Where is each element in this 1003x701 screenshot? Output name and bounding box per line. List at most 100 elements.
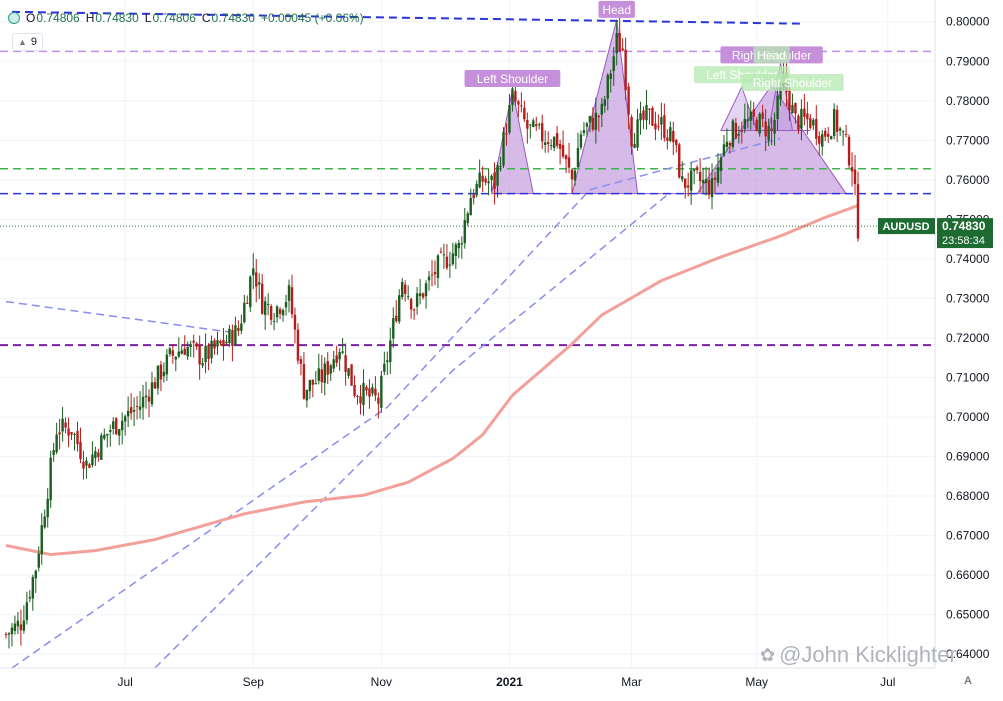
candle-body: [442, 254, 446, 256]
candle-body: [171, 350, 175, 356]
candle-body: [835, 109, 839, 132]
price-tick-label: 0.78000: [946, 94, 990, 108]
candle-body: [216, 340, 219, 347]
candle-body: [800, 109, 803, 129]
trendline-upper-trend: [11, 10, 805, 25]
candle-body: [701, 179, 705, 184]
candle-body: [809, 118, 812, 128]
candle: [672, 121, 675, 156]
candle-body: [731, 120, 735, 148]
candle-body: [94, 451, 97, 459]
interval-toggle[interactable]: ▲ 9: [12, 33, 44, 51]
candle-body: [228, 328, 231, 344]
pattern-label-text: Head: [602, 3, 631, 17]
candle: [692, 168, 696, 185]
candle: [520, 92, 523, 113]
candle: [743, 103, 746, 133]
pattern-label: Head: [598, 0, 635, 18]
candle-body: [803, 108, 806, 117]
candle: [150, 371, 154, 407]
low-label: L: [144, 11, 152, 25]
open-value: 0.74806: [36, 11, 80, 25]
candle: [335, 345, 338, 367]
candle-body: [123, 416, 127, 422]
candle-body: [61, 418, 64, 432]
candle: [350, 364, 353, 386]
candle: [228, 324, 231, 347]
candle: [576, 132, 580, 168]
candle: [651, 106, 654, 127]
candle: [22, 605, 26, 634]
candle-body: [177, 351, 180, 357]
candle-body: [639, 113, 642, 121]
candle: [159, 360, 163, 392]
candle-body: [612, 56, 615, 72]
candle-body: [213, 340, 216, 349]
candle: [451, 242, 455, 266]
candle-body: [326, 361, 329, 375]
candle-body: [728, 143, 732, 146]
candle-body: [636, 119, 639, 148]
candle: [526, 112, 529, 144]
candle: [129, 393, 133, 420]
candle-body: [64, 422, 67, 428]
moving-average-line: [5, 204, 859, 557]
candle-body: [126, 410, 130, 417]
candle-body: [725, 141, 729, 147]
open-label: O: [26, 11, 36, 25]
candle: [13, 615, 17, 635]
candle: [255, 259, 258, 303]
candle: [317, 353, 320, 385]
candle-body: [19, 624, 23, 631]
candle: [266, 293, 270, 316]
candle: [588, 115, 592, 133]
candle: [710, 163, 714, 210]
candle-body: [403, 284, 407, 294]
candle-body: [853, 169, 857, 185]
candle: [380, 370, 383, 413]
candle: [243, 294, 246, 324]
candle: [16, 611, 20, 634]
candle-body: [624, 49, 627, 91]
candle: [356, 394, 359, 405]
candle-body: [305, 389, 309, 401]
candle-body: [46, 498, 49, 518]
candle: [642, 106, 645, 130]
candle: [558, 139, 562, 165]
candle: [773, 112, 776, 146]
candle-body: [493, 172, 496, 190]
candle: [7, 632, 11, 649]
candle: [460, 236, 463, 259]
candle: [213, 338, 216, 355]
candle-body: [573, 170, 577, 181]
grid: [0, 0, 935, 668]
candle: [204, 333, 207, 374]
candle-body: [389, 340, 392, 363]
pattern-label-bg: [598, 0, 635, 18]
candle-body: [141, 396, 145, 408]
candle-body: [621, 48, 624, 51]
candle-body: [287, 285, 291, 301]
auto-scale-button[interactable]: A: [958, 671, 978, 691]
candle-body: [132, 409, 136, 412]
candle-body: [672, 130, 675, 143]
price-tick-label: 0.70000: [946, 410, 990, 424]
trendline-down-trend: [5, 300, 230, 333]
candle-body: [821, 134, 824, 147]
candle: [237, 320, 240, 336]
price-tag-countdown: 23:58:34: [942, 235, 985, 247]
candle: [278, 306, 282, 320]
candle: [260, 274, 264, 315]
candle-body: [317, 368, 320, 381]
candle-body: [743, 118, 746, 129]
pattern-label-text: Head: [757, 48, 786, 62]
candle: [234, 316, 237, 346]
candle: [648, 108, 651, 125]
candle: [412, 308, 416, 320]
candle-body: [374, 388, 377, 396]
candle: [281, 308, 285, 322]
candle: [100, 432, 103, 460]
candle: [189, 340, 192, 357]
